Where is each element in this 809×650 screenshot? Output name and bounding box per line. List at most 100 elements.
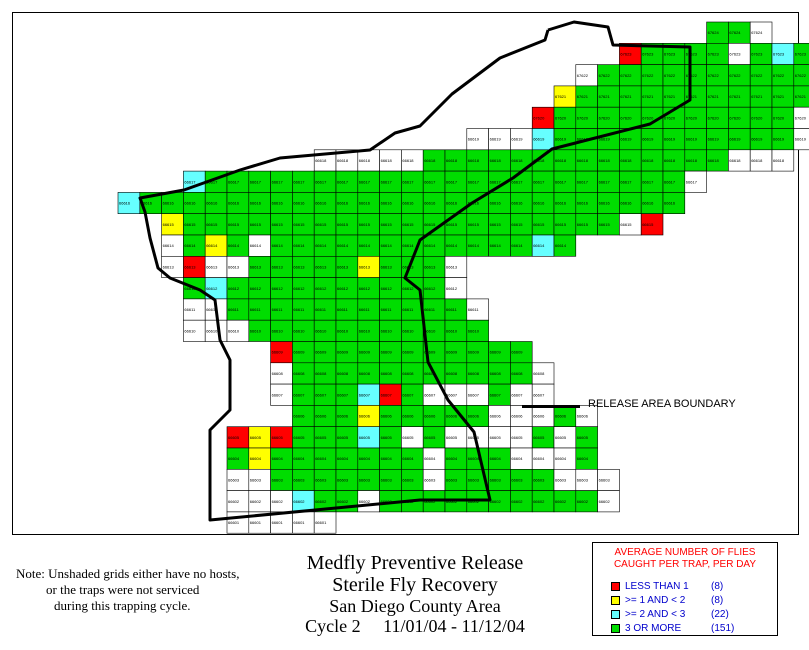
grid-cell-label: 66603 (468, 477, 480, 482)
grid-cell-label: 66607 (381, 392, 393, 397)
grid-cell-label: 66614 (315, 243, 327, 248)
boundary-legend-label: RELEASE AREA BOUNDARY (588, 398, 736, 410)
grid-cell-label: 66619 (620, 137, 632, 142)
grid-cell-label: 66601 (272, 520, 284, 525)
grid-cell-label: 67621 (577, 94, 589, 99)
grid-cell-label: 66608 (533, 371, 545, 376)
grid-cell-label: 66609 (490, 350, 502, 355)
grid-cell-label: 66613 (206, 264, 218, 269)
grid-cell-label: 66607 (490, 392, 502, 397)
grid-cell-label: 66616 (642, 201, 654, 206)
grid-cell-label: 66615 (163, 222, 175, 227)
grid-cell-label: 66602 (293, 499, 305, 504)
grid-cell-label: 66603 (381, 477, 393, 482)
grid-cell-label: 66603 (228, 477, 240, 482)
grid-cell-label: 66604 (402, 456, 414, 461)
title-line-3: San Diego County Area (329, 596, 501, 616)
grid-cell-label: 66615 (599, 222, 611, 227)
grid-cell-label: 66604 (272, 456, 284, 461)
grid-cell-label: 67621 (599, 94, 611, 99)
grid-cell-label: 66612 (402, 286, 414, 291)
grid-cell-label: 66618 (490, 158, 502, 163)
grid-cell-label: 66611 (250, 307, 262, 312)
grid-cell-label: 66618 (424, 158, 436, 163)
grid-cell-label: 66605 (381, 435, 393, 440)
grid-cell-label: 66608 (446, 371, 458, 376)
grid-cell-label: 66604 (555, 456, 567, 461)
grid-cell-label: 66607 (533, 392, 545, 397)
trap-grid-map: 67624 67624 67624 67623 67623 67623 67623 67623… (117, 20, 809, 534)
grid-cell-label: 66615 (577, 222, 589, 227)
grid-cell-label: 66606 (293, 414, 305, 419)
grid-cell-label: 66617 (206, 179, 218, 184)
grid-cell-label: 66604 (424, 456, 436, 461)
grid-cell-label: 67620 (533, 115, 545, 120)
grid-cell-label: 66612 (206, 286, 218, 291)
grid-cell-label: 67622 (620, 73, 632, 78)
grid-cell-label: 66611 (468, 307, 480, 312)
grid-cell-label: 66603 (577, 477, 589, 482)
grid-cell-label: 66605 (315, 435, 327, 440)
grid-cell-label: 66618 (664, 158, 676, 163)
grid-cell-label: 66617 (599, 179, 611, 184)
grid-cell-label: 67622 (729, 73, 741, 78)
grid-cell-label: 66615 (315, 222, 327, 227)
grid-cell-label: 66604 (228, 456, 240, 461)
grid-cell-label: 66618 (402, 158, 414, 163)
grid-cell-label: 66611 (228, 307, 240, 312)
grid-cell-label: 66611 (381, 307, 393, 312)
grid-cell-label: 66617 (272, 179, 284, 184)
grid-cell-label: 66610 (424, 328, 436, 333)
grid-cell-label: 66608 (511, 371, 523, 376)
grid-cell-label: 66607 (315, 392, 327, 397)
grid-cell-label: 66618 (533, 158, 545, 163)
grid-cell-label: 66603 (446, 477, 458, 482)
legend-label: >= 2 AND < 3 (625, 609, 686, 620)
grid-cell (793, 128, 809, 151)
grid-cell-label: 66615 (402, 222, 414, 227)
grid-cell (313, 511, 337, 534)
grid-cell-label: 67622 (599, 73, 611, 78)
grid-cell-label: 66617 (511, 179, 523, 184)
grid-cell-label: 66614 (446, 243, 458, 248)
grid-cell-label: 66602 (250, 499, 262, 504)
grid-cell-label: 66607 (272, 392, 284, 397)
grid-cell-label: 66613 (272, 264, 284, 269)
grid-cell-label: 67620 (708, 115, 720, 120)
color-legend: AVERAGE NUMBER OF FLIES CAUGHT PER TRAP,… (592, 542, 778, 636)
grid-cell-label: 66613 (228, 264, 240, 269)
grid-cell-label: 66606 (533, 414, 545, 419)
grid-cell-label: 66606 (490, 414, 502, 419)
grid-cell-label: 66619 (708, 137, 720, 142)
grid-cell-label: 66604 (337, 456, 349, 461)
grid-cell-label: 66609 (381, 350, 393, 355)
grid-cell-label: 66618 (468, 158, 480, 163)
grid-cell-label: 66619 (773, 137, 785, 142)
grid-cell-label: 66604 (315, 456, 327, 461)
grid-cell-label: 66617 (577, 179, 589, 184)
grid-cell-label: 66615 (555, 222, 567, 227)
legend-swatch-green (611, 624, 620, 633)
grid-cell-label: 66601 (293, 520, 305, 525)
grid-cell-label: 66615 (642, 222, 654, 227)
grid-cell-label: 66618 (315, 158, 327, 163)
grid-cell-label: 66609 (293, 350, 305, 355)
grid-cell-label: 66617 (424, 179, 436, 184)
grid-cell-label: 66607 (446, 392, 458, 397)
grid-cell-label: 67620 (555, 115, 567, 120)
grid-cell-label: 66611 (293, 307, 305, 312)
grid-cell-label: 66612 (228, 286, 240, 291)
grid-cell-label: 66605 (555, 435, 567, 440)
grid-cell-label: 66604 (490, 456, 502, 461)
grid-cell-label: 66605 (424, 435, 436, 440)
grid-cell-label: 66612 (337, 286, 349, 291)
grid-cell-label: 66618 (599, 158, 611, 163)
grid-cell-label: 66610 (184, 328, 196, 333)
grid-cell-label: 66612 (184, 286, 196, 291)
note-text: Note: Unshaded grids either have no host… (16, 566, 286, 614)
grid-cell-label: 66612 (446, 286, 458, 291)
grid-cell-label: 66616 (250, 201, 262, 206)
grid-cell-label: 66617 (402, 179, 414, 184)
grid-cell-label: 66617 (664, 179, 676, 184)
grid-cell-label: 66615 (424, 222, 436, 227)
